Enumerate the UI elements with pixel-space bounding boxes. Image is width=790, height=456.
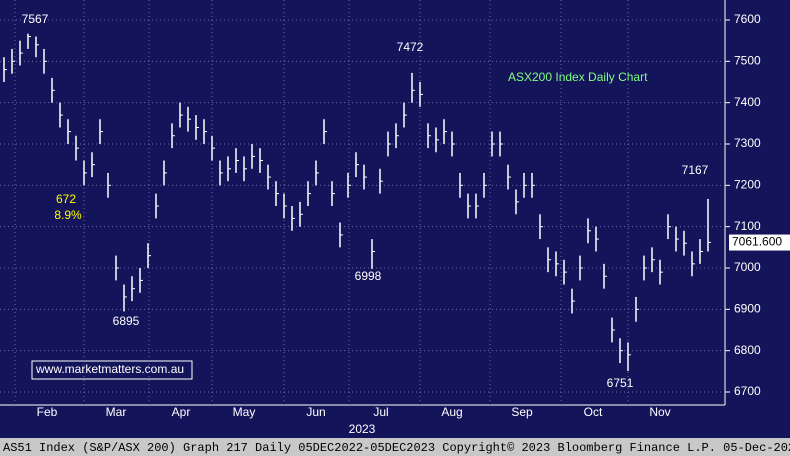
watermark: www.marketmatters.com.au (35, 362, 184, 376)
footer-text: AS51 Index (S&P/ASX 200) Graph 217 Daily… (3, 441, 790, 455)
y-tick-label: 6700 (734, 384, 761, 398)
x-tick-label: Sep (511, 405, 533, 419)
annotation: 7472 (397, 40, 424, 54)
y-tick-label: 7200 (734, 178, 761, 192)
y-tick-label: 7500 (734, 54, 761, 68)
last-price-label: 7061.600 (732, 235, 782, 249)
year-label: 2023 (349, 422, 376, 436)
watermark-box (31, 360, 193, 380)
y-tick-label: 7100 (734, 219, 761, 233)
annotation: 7167 (682, 163, 709, 177)
y-tick-label: 7000 (734, 260, 761, 274)
x-tick-label: Jul (373, 405, 388, 419)
x-tick-label: Feb (37, 405, 58, 419)
footer-bar (0, 438, 790, 456)
x-tick-label: Apr (172, 405, 191, 419)
x-tick-label: May (233, 405, 256, 419)
annotation: 8.9% (54, 208, 82, 222)
y-tick-label: 6900 (734, 302, 761, 316)
x-tick-label: Nov (649, 405, 670, 419)
x-tick-label: Aug (441, 405, 462, 419)
x-tick-label: Jun (306, 405, 325, 419)
annotation: 7567 (22, 12, 49, 26)
chart-title: ASX200 Index Daily Chart (508, 70, 648, 84)
x-tick-label: Oct (584, 405, 603, 419)
annotation: 6895 (113, 314, 140, 328)
x-tick-label: Mar (106, 405, 127, 419)
y-tick-label: 7400 (734, 95, 761, 109)
last-price-box (729, 234, 790, 251)
y-tick-label: 7300 (734, 136, 761, 150)
annotation: 6751 (607, 376, 634, 390)
annotation: 672 (56, 192, 76, 206)
y-tick-label: 7600 (734, 12, 761, 26)
y-tick-label: 6800 (734, 343, 761, 357)
annotation: 6998 (355, 269, 382, 283)
